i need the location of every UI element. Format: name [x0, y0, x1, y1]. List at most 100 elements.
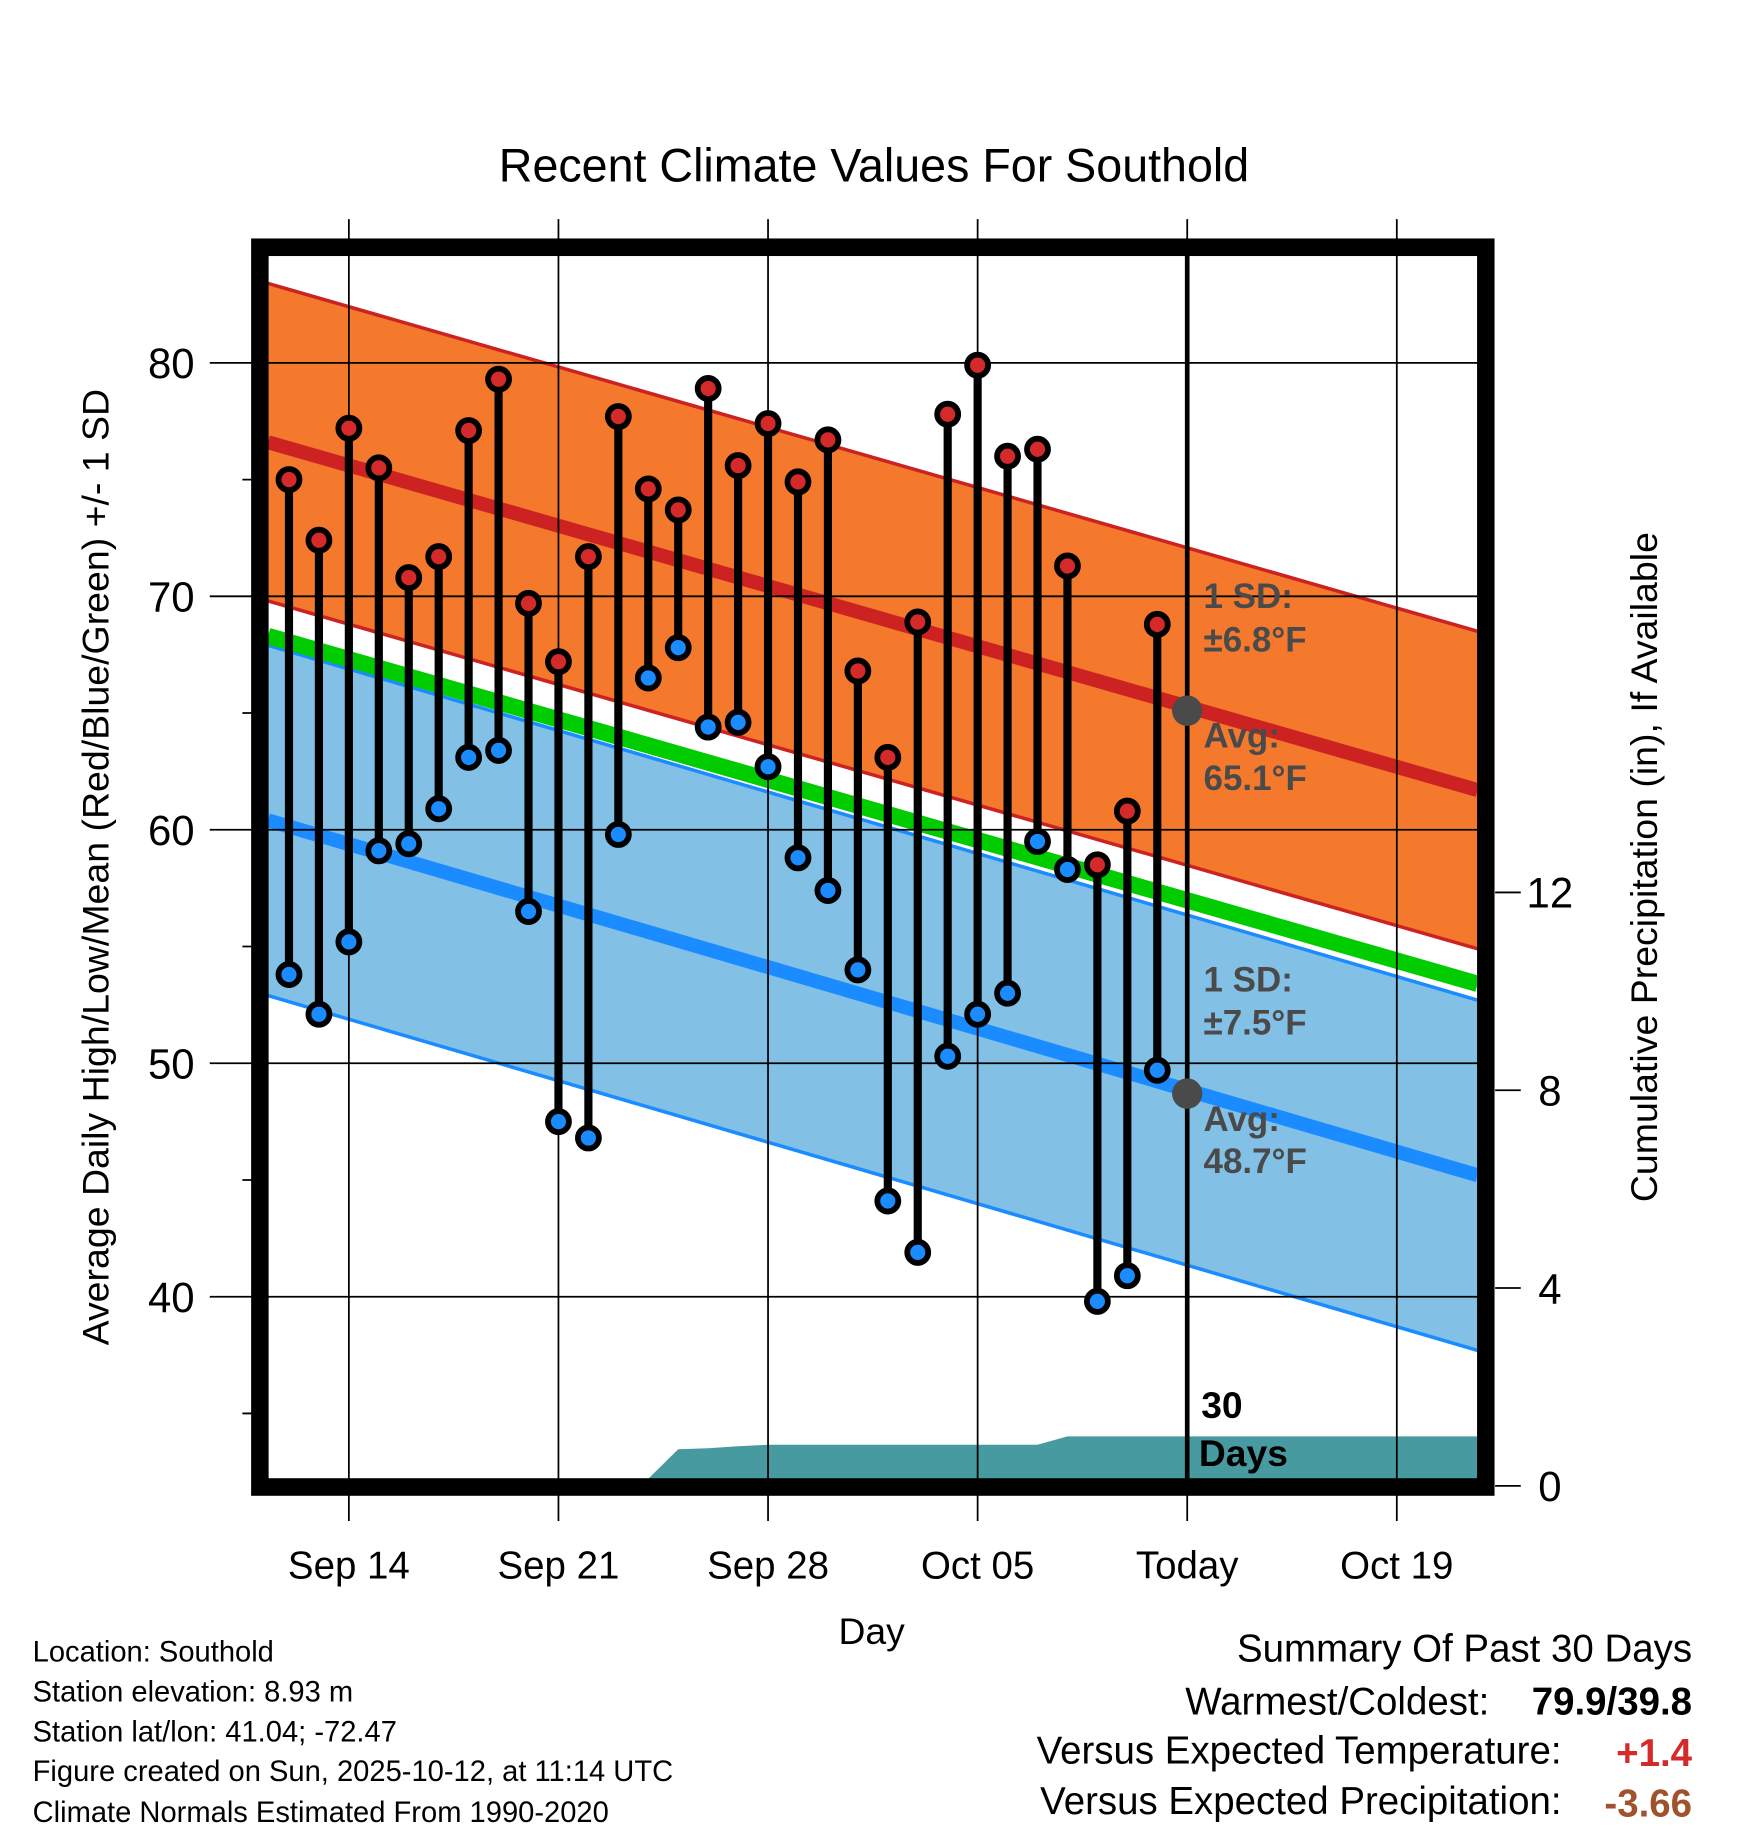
summary-panel: Summary Of Past 30 Days Warmest/Coldest:… [1037, 1628, 1693, 1826]
info-location: Location: Southold [33, 1637, 274, 1669]
daily-low-point [425, 795, 453, 823]
daily-high-point [1054, 552, 1081, 580]
today-low-avg-marker [1172, 1078, 1203, 1109]
daily-low-point [754, 753, 782, 781]
summary-precip-value: -3.66 [1604, 1782, 1692, 1825]
summary-precip-label: Versus Expected Precipitation: [1040, 1780, 1561, 1823]
daily-low-point [335, 928, 363, 956]
daily-low-point [874, 1187, 902, 1215]
low-sd-annotation: ±7.5°F [1204, 1004, 1307, 1043]
x-tick-label: Sep 14 [288, 1544, 410, 1587]
daily-high-point [1113, 797, 1141, 825]
daily-high-point [1083, 851, 1111, 879]
daily-high-point [545, 648, 572, 676]
daily-high-point [814, 426, 842, 454]
daily-low-point [904, 1238, 932, 1266]
chart-title: Recent Climate Values For Southold [499, 140, 1249, 192]
low-avg-annotation: 48.7°F [1204, 1142, 1307, 1181]
y-tick-label: 60 [148, 807, 195, 854]
y-axis-label: Average Daily High/Low/Mean (Red/Blue/Gr… [74, 389, 116, 1346]
daily-low-point [395, 830, 423, 858]
y-right-tick-label: 12 [1527, 870, 1574, 917]
daily-low-point [724, 708, 752, 736]
window-label: Days [1199, 1432, 1288, 1474]
y-tick-label: 40 [148, 1274, 195, 1321]
daily-low-point [485, 736, 512, 764]
daily-high-point [604, 403, 632, 431]
daily-high-point [395, 564, 423, 592]
y-tick-label: 80 [148, 340, 195, 387]
daily-low-point [515, 898, 542, 925]
daily-low-point [305, 1000, 333, 1028]
high-avg-annotation: Avg: [1204, 717, 1280, 756]
plot-frame [251, 238, 1495, 1496]
daily-low-point [275, 961, 303, 988]
daily-high-point [455, 417, 483, 445]
y-right-tick-label: 8 [1538, 1067, 1561, 1114]
x-axis-label: Day [839, 1610, 906, 1652]
daily-low-point [694, 713, 722, 741]
summary-warm-value: 79.9/39.8 [1532, 1680, 1692, 1723]
y-right-axis-label: Cumulative Precipitation (in), If Availa… [1623, 532, 1665, 1202]
high-avg-annotation: 65.1°F [1204, 759, 1307, 798]
daily-low-point [664, 634, 692, 662]
daily-high-point [515, 589, 542, 617]
summary-title: Summary Of Past 30 Days [1237, 1628, 1692, 1671]
summary-temp-label: Versus Expected Temperature: [1037, 1729, 1562, 1772]
daily-high-point [365, 454, 393, 482]
daily-high-point [724, 452, 752, 480]
daily-low-point [574, 1124, 602, 1152]
daily-high-point [994, 442, 1021, 470]
daily-low-point [604, 820, 632, 848]
daily-high-point [934, 400, 962, 428]
daily-low-point [1024, 827, 1051, 855]
high-sd-annotation: ±6.8°F [1204, 620, 1307, 659]
station-info: Location: Southold Station elevation: 8.… [33, 1637, 674, 1828]
summary-temp-value: +1.4 [1616, 1732, 1692, 1775]
y-right-tick-label: 0 [1538, 1463, 1561, 1510]
x-tick-label: Today [1136, 1544, 1239, 1587]
daily-high-point [664, 496, 692, 524]
daily-low-point [1083, 1287, 1111, 1315]
summary-warm-label: Warmest/Coldest: [1185, 1680, 1489, 1723]
y-tick-label: 70 [148, 573, 195, 620]
daily-low-point [365, 837, 393, 865]
daily-high-point [694, 375, 722, 403]
daily-low-point [545, 1108, 572, 1136]
low-sd-annotation: 1 SD: [1204, 960, 1293, 999]
daily-low-point [994, 979, 1021, 1007]
y-tick-label: 50 [148, 1040, 195, 1087]
daily-high-point [305, 526, 333, 554]
daily-low-point [814, 876, 842, 904]
daily-low-point [455, 743, 483, 771]
daily-low-point [784, 844, 812, 872]
daily-low-point [1113, 1262, 1141, 1290]
daily-high-point [784, 468, 812, 496]
y-right-tick-label: 4 [1538, 1265, 1561, 1312]
daily-low-point [844, 956, 872, 984]
normal-low-line [266, 813, 1480, 1183]
daily-high-point [275, 466, 303, 494]
daily-low-point [1143, 1056, 1171, 1084]
daily-low-point [934, 1042, 962, 1070]
x-tick-label: Oct 05 [921, 1544, 1034, 1587]
precip-area [268, 1436, 1487, 1479]
daily-low-point [964, 1000, 992, 1028]
normal-high-sd-band-upper-edge [267, 281, 1479, 634]
daily-high-point [844, 657, 872, 685]
daily-high-point [904, 608, 932, 636]
daily-high-point [425, 543, 453, 571]
daily-high-point [335, 414, 363, 442]
x-tick-label: Sep 28 [707, 1544, 829, 1587]
low-avg-annotation: Avg: [1204, 1100, 1280, 1139]
window-label: 30 [1201, 1384, 1242, 1426]
daily-high-point [874, 743, 902, 771]
daily-high-point [964, 351, 992, 379]
daily-high-point [485, 365, 512, 393]
info-latlon: Station lat/lon: 41.04; -72.47 [33, 1716, 397, 1748]
daily-high-point [634, 475, 662, 503]
daily-high-point [1143, 610, 1171, 638]
x-tick-label: Sep 21 [498, 1544, 620, 1587]
info-created: Figure created on Sun, 2025-10-12, at 11… [33, 1756, 674, 1788]
